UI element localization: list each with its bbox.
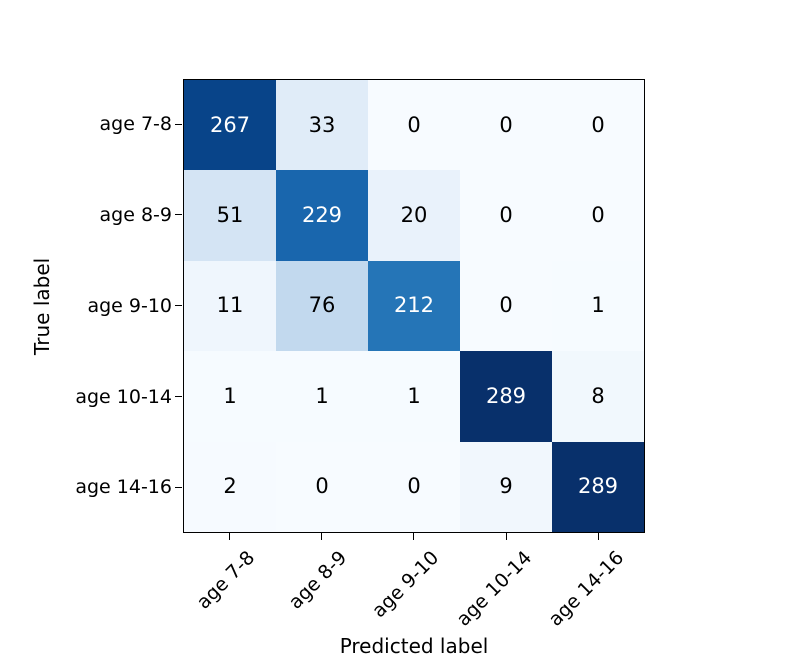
matrix-cell: 1: [368, 351, 460, 442]
matrix-cell: 267: [184, 80, 276, 171]
tick-mark: [506, 533, 508, 540]
tick-mark: [175, 487, 182, 489]
matrix-cell: 51: [184, 170, 276, 261]
tick-mark: [321, 533, 323, 540]
matrix-cell: 1: [276, 351, 368, 442]
matrix-cell: 9: [460, 441, 552, 532]
matrix-cell: 0: [460, 170, 552, 261]
matrix-cell: 1: [552, 260, 644, 352]
matrix-cell: 229: [276, 170, 368, 261]
matrix-cell: 0: [552, 80, 644, 171]
matrix-cell: 289: [552, 441, 644, 532]
tick-mark: [413, 533, 415, 540]
matrix-cell: 0: [368, 441, 460, 532]
tick-mark: [175, 305, 182, 307]
tick-mark: [229, 533, 231, 540]
matrix-cell: 0: [460, 80, 552, 171]
tick-mark: [175, 214, 182, 216]
y-tick-label: age 10-14: [75, 386, 172, 408]
y-tick-label: age 7-8: [99, 113, 172, 135]
matrix-cell: 0: [460, 260, 552, 352]
matrix-cell: 289: [460, 351, 552, 442]
matrix-cell: 11: [184, 260, 276, 352]
matrix-cell: 1: [184, 351, 276, 442]
y-tick-label: age 8-9: [99, 204, 172, 226]
matrix-cell: 0: [552, 170, 644, 261]
tick-mark: [175, 124, 182, 126]
tick-mark: [175, 396, 182, 398]
matrix-cell: 0: [276, 441, 368, 532]
matrix-cell: 33: [276, 80, 368, 171]
matrix-cell: 0: [368, 80, 460, 171]
y-tick-label: age 9-10: [87, 295, 172, 317]
matrix-cell: 8: [552, 351, 644, 442]
matrix-cell: 76: [276, 260, 368, 352]
matrix-cell: 212: [368, 260, 460, 352]
x-axis-label: Predicted label: [339, 634, 489, 658]
y-tick-label: age 14-16: [75, 476, 172, 498]
matrix-cell: 20: [368, 170, 460, 261]
tick-mark: [598, 533, 600, 540]
plot-area: 267 33 0 0 0 51 229 20 0 0 11 76 212 0 1 1 1 1 289 8 2 0 0 9 289: [183, 79, 645, 533]
matrix-cell: 2: [184, 441, 276, 532]
